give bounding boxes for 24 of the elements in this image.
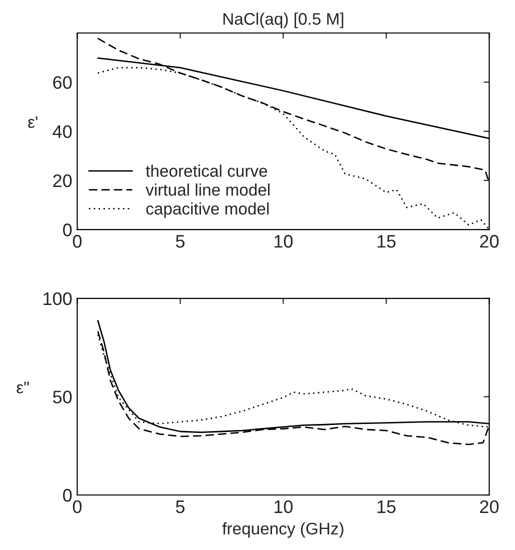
x-tick-label: 10 bbox=[274, 500, 293, 514]
legend-label: virtual line model bbox=[146, 184, 270, 196]
y-tick-label: 100 bbox=[44, 292, 72, 306]
y-tick-label: 40 bbox=[52, 125, 72, 138]
x-tick-label: 0 bbox=[72, 500, 82, 514]
y-axis-title: ε" bbox=[16, 382, 29, 394]
x-tick-label: 5 bbox=[176, 500, 185, 514]
y-tick-label: 60 bbox=[53, 76, 72, 89]
y-tick-label: 50 bbox=[53, 390, 72, 404]
chart-title: NaCl(aq) [0.5 M] bbox=[223, 12, 344, 28]
y-tick-label: 0 bbox=[63, 224, 72, 236]
x-tick-label: 20 bbox=[480, 234, 499, 248]
x-tick-label: 5 bbox=[176, 235, 185, 248]
x-tick-label: 0 bbox=[72, 234, 82, 248]
x-tick-label: 15 bbox=[378, 235, 396, 248]
legend-label: capacitive model bbox=[146, 202, 269, 218]
legend-label: theoretical curve bbox=[146, 164, 268, 177]
x-axis-title: frequency (GHz) bbox=[222, 522, 344, 538]
x-tick-label: 15 bbox=[378, 500, 396, 514]
x-tick-label: 20 bbox=[480, 500, 499, 514]
y-tick-label: 20 bbox=[53, 174, 72, 188]
x-tick-label: 10 bbox=[274, 234, 293, 248]
y-tick-label: 0 bbox=[63, 488, 72, 502]
y-axis-title: ε' bbox=[28, 116, 38, 128]
